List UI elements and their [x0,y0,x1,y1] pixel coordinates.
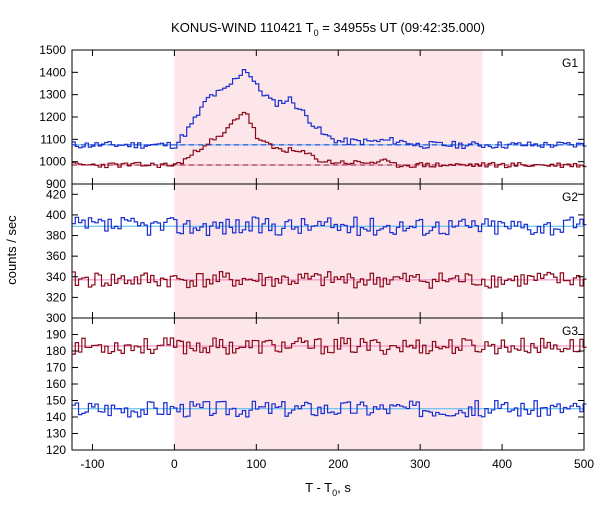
y-tick-label: 1200 [39,110,66,124]
series-line-g3-0 [72,337,587,355]
y-tick-label: 320 [46,290,66,304]
x-tick-label: -100 [80,457,104,471]
panel-label: G3 [562,324,578,338]
y-tick-label: 380 [46,229,66,243]
y-tick-label: 130 [46,427,66,441]
highlight-interval [174,50,483,184]
x-tick-label: 200 [328,457,348,471]
panel-g2: 300 320 340 360 380 400 420 G2 [46,183,587,325]
y-tick-label: 170 [46,361,66,375]
y-tick-label: 180 [46,344,66,358]
x-tick-label: 0 [171,457,178,471]
y-tick-label: 120 [46,443,66,457]
y-tick-label: 1100 [40,132,66,146]
series-line-g1-0 [72,69,587,150]
x-tick-label: 100 [246,457,266,471]
panel-g1: 900 1000 1100 1200 1300 1400 1500 G1 [39,43,587,191]
x-tick-label: 400 [492,457,512,471]
panels-layer: 900100011001200130014001500G130032034036… [39,43,594,471]
y-tick-label: 420 [46,187,66,201]
y-tick-label: 400 [46,208,66,222]
highlight-interval [174,184,483,318]
y-tick-label: 140 [46,410,66,424]
series-line-g1-1 [72,111,587,169]
x-tick-label: 500 [574,457,594,471]
series-line-g2-1 [72,271,587,289]
series-line-g3-1 [72,399,587,418]
y-tick-label: 900 [46,177,66,191]
y-tick-label: 340 [46,270,66,284]
y-tick-label: 160 [46,377,66,391]
x-tick-label: 300 [410,457,430,471]
highlight-interval [174,318,483,450]
x-axis-label: T - T0, s [305,480,351,498]
panel-label: G1 [562,56,578,70]
y-axis-label: counts / sec [4,215,19,285]
series-line-g2-0 [72,216,587,237]
y-tick-label: 190 [46,328,66,342]
y-tick-label: 1400 [39,65,66,79]
panel-g3: 120 130 140 150 160 170 180 190 G3 [46,317,587,457]
chart-title: KONUS-WIND 110421 T0 = 34955s UT (09:42:… [171,20,485,38]
y-tick-label: 1500 [39,43,66,57]
y-tick-label: 1000 [39,155,66,169]
y-tick-label: 360 [46,249,66,263]
y-tick-label: 300 [46,311,66,325]
y-tick-label: 1300 [39,88,66,102]
panel-label: G2 [562,190,578,204]
y-tick-label: 150 [46,394,66,408]
